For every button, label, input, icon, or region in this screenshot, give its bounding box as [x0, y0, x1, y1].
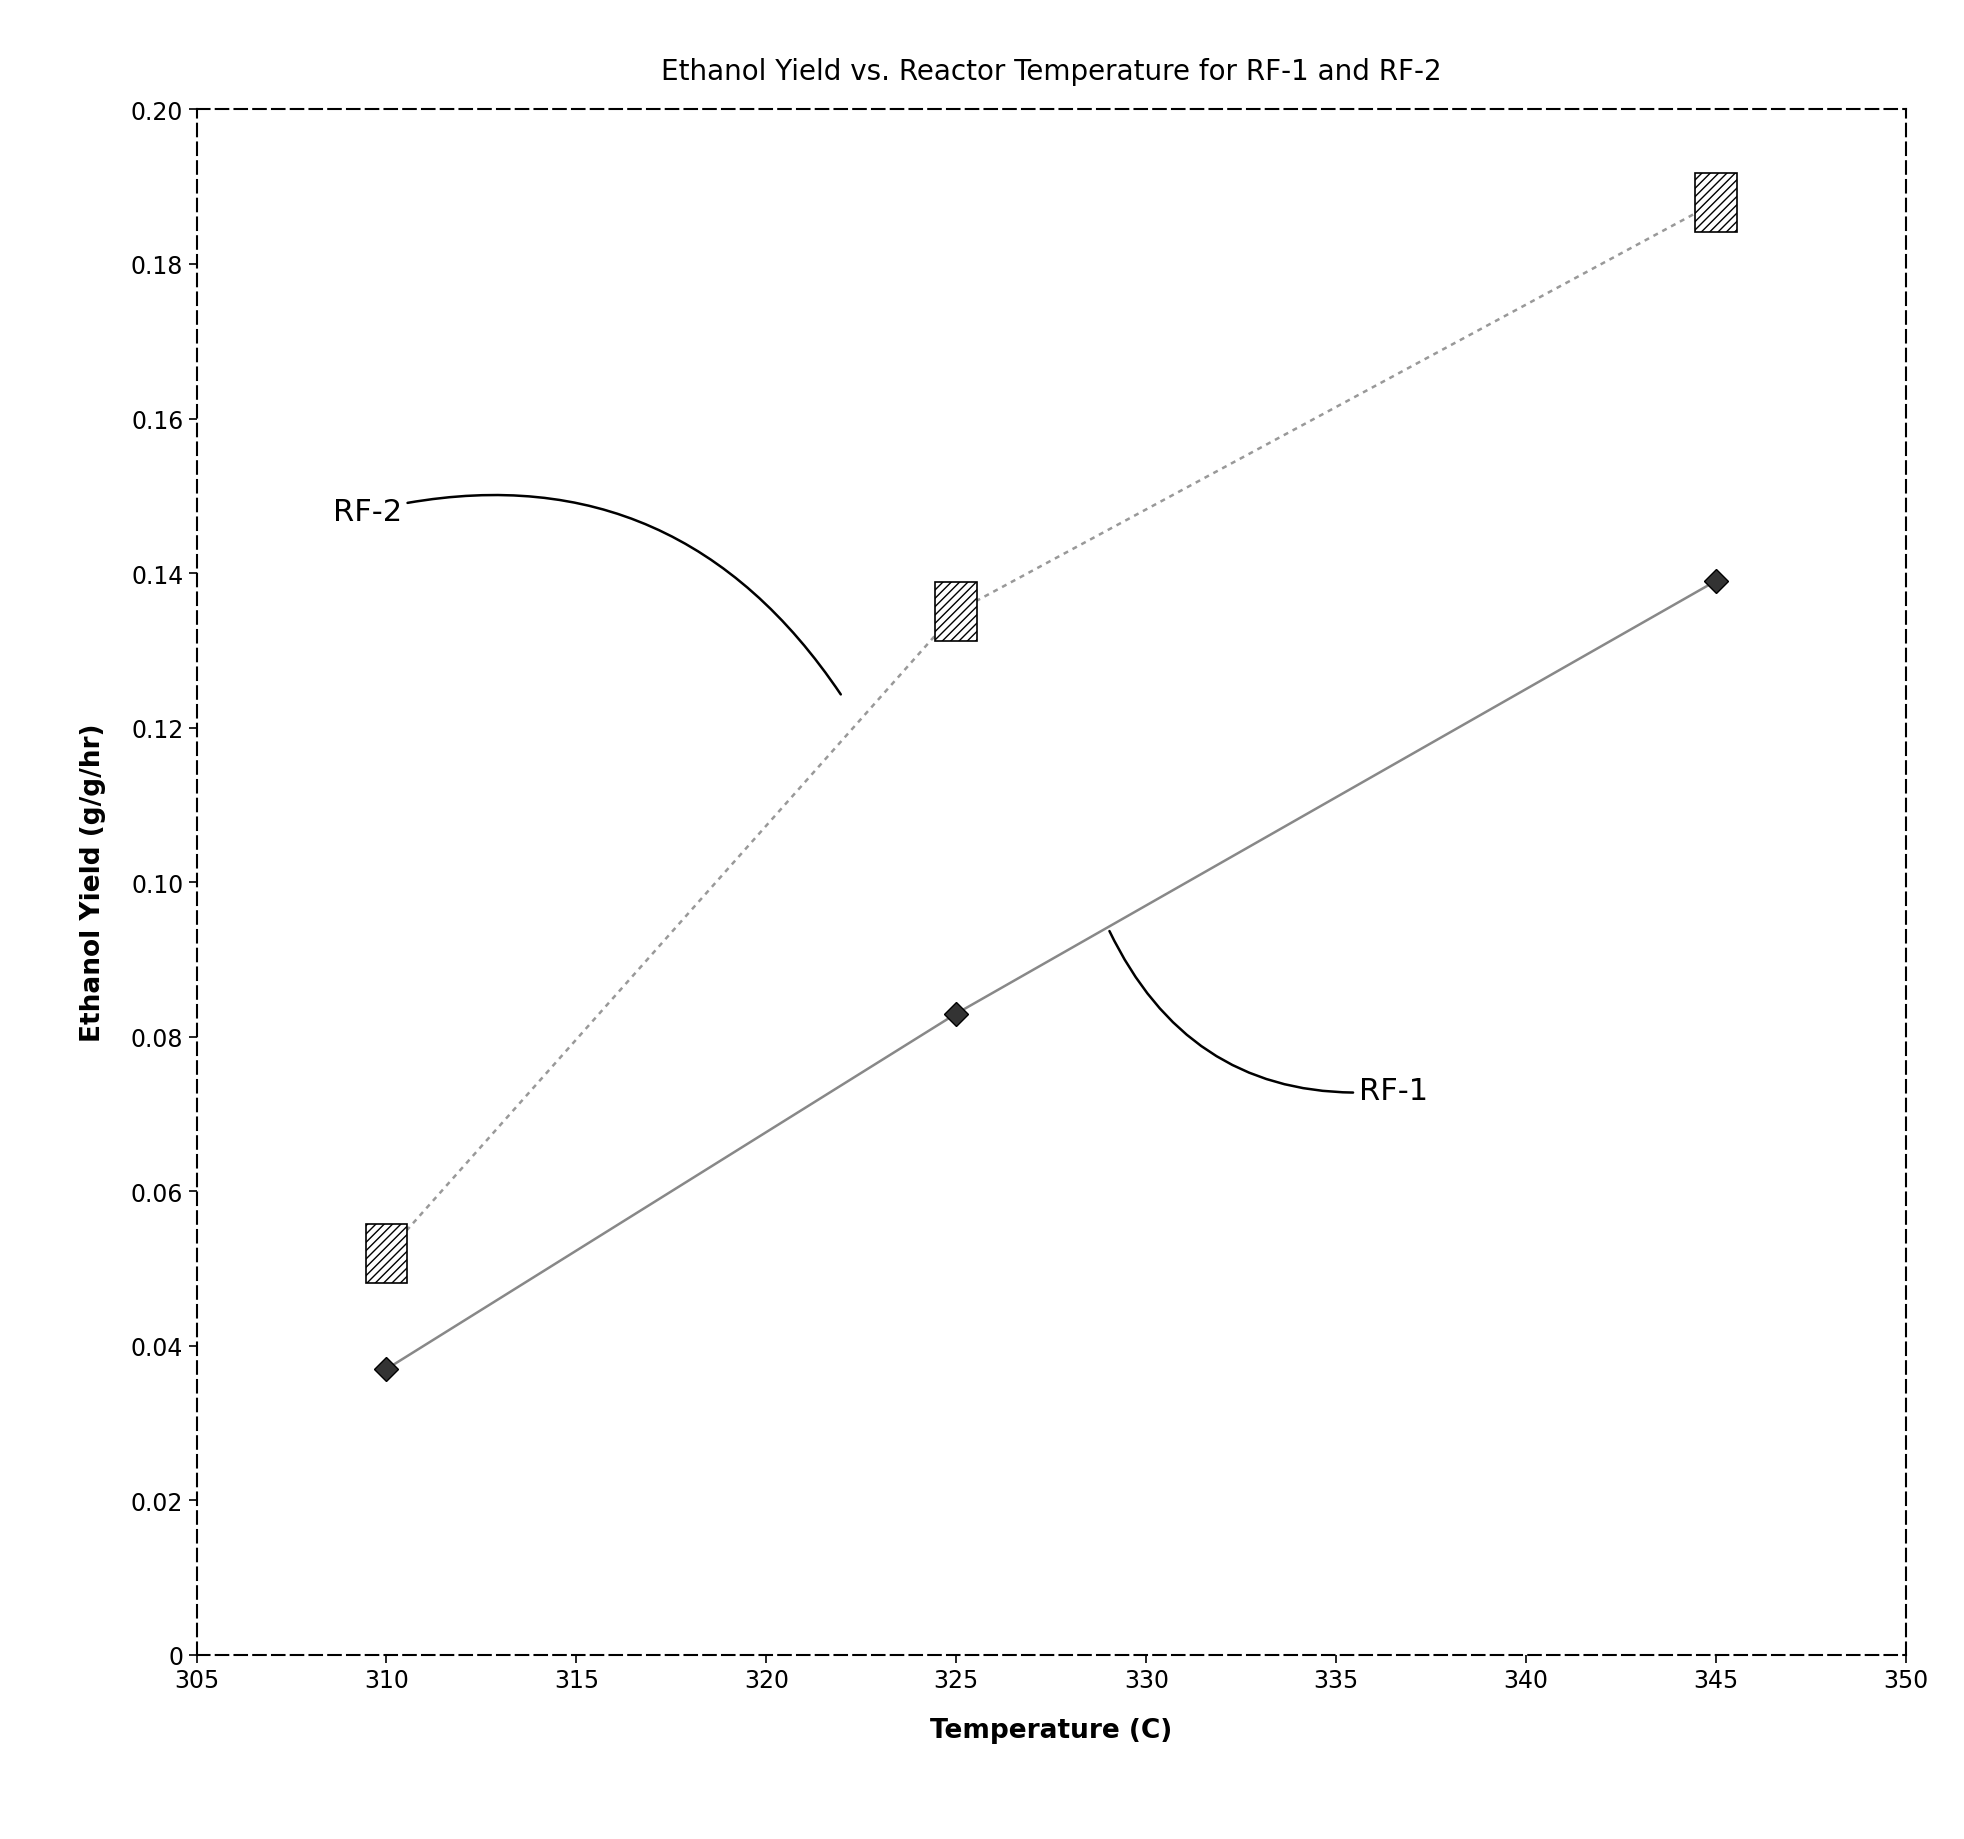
- Text: RF-1: RF-1: [1110, 932, 1428, 1105]
- FancyBboxPatch shape: [1695, 173, 1736, 232]
- FancyBboxPatch shape: [365, 1225, 407, 1284]
- FancyBboxPatch shape: [935, 583, 976, 642]
- Y-axis label: Ethanol Yield (g/g/hr): Ethanol Yield (g/g/hr): [81, 723, 106, 1043]
- X-axis label: Temperature (C): Temperature (C): [929, 1718, 1173, 1743]
- Text: RF-2: RF-2: [332, 497, 841, 695]
- Title: Ethanol Yield vs. Reactor Temperature for RF-1 and RF-2: Ethanol Yield vs. Reactor Temperature fo…: [660, 57, 1442, 86]
